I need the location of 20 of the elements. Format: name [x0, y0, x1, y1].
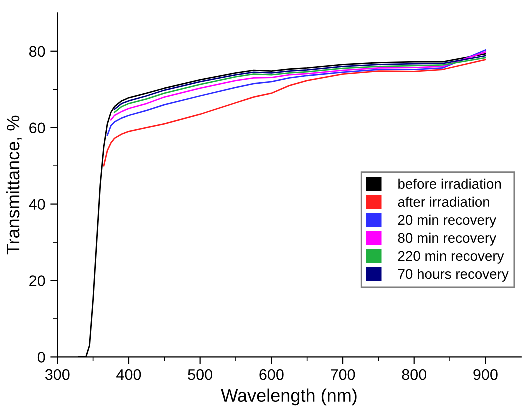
legend-label: 20 min recovery: [398, 214, 496, 228]
x-axis-title: Wavelength (nm): [221, 388, 357, 406]
y-axis-title: Transmittance, %: [6, 116, 22, 255]
x-tick-label: 700: [331, 369, 356, 380]
x-tick-label: 900: [474, 369, 498, 380]
y-tick-label: 60: [30, 122, 46, 134]
y-tick-label: 20: [30, 276, 46, 286]
x-tick-label: 800: [402, 369, 427, 380]
legend-label: before irradiation: [398, 178, 502, 190]
legend-label: 80 min recovery: [398, 232, 496, 246]
y-tick-label: 40: [29, 199, 46, 210]
x-tick-label: 400: [116, 369, 142, 380]
x-tick-label: 500: [188, 369, 212, 380]
x-tick-label: 300: [45, 369, 70, 380]
y-tick-label: 0: [38, 352, 46, 363]
legend-label: 220 min recovery: [398, 250, 504, 264]
x-tick-label: 600: [260, 369, 284, 380]
legend-label: after irradiation: [398, 196, 490, 208]
y-tick-label: 80: [30, 46, 46, 58]
legend-label: 70 hours recovery: [398, 268, 509, 282]
